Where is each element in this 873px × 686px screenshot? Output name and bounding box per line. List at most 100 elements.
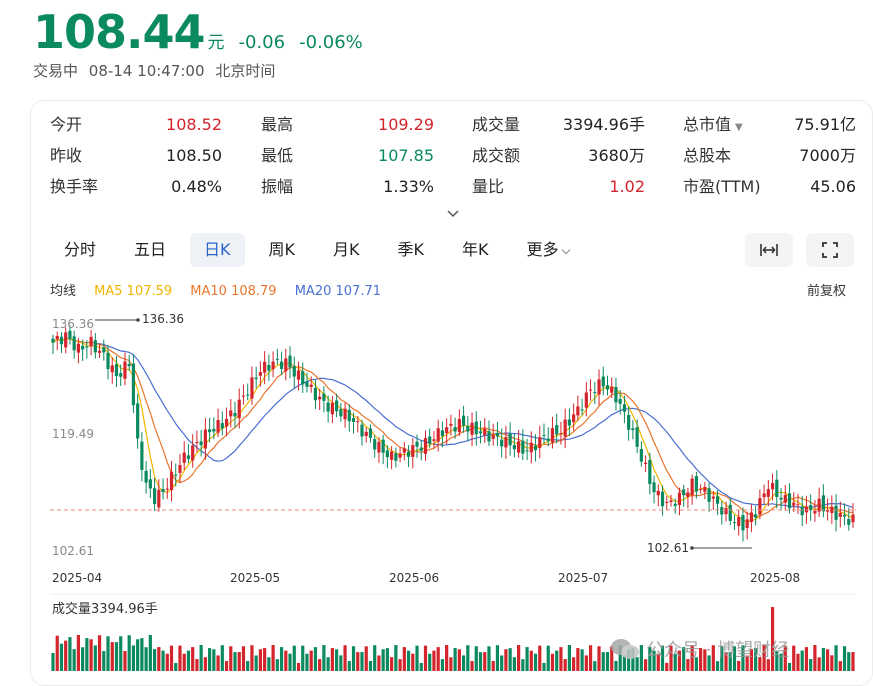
- ma10-label: MA10 108.79: [190, 284, 277, 299]
- volume-bar: [821, 648, 825, 671]
- tab-yearly-k[interactable]: 年K: [462, 240, 489, 259]
- volume-bar: [305, 653, 309, 671]
- stat-market-cap[interactable]: 总市值 ▼ 75.91亿: [683, 115, 856, 134]
- volume-bar: [318, 659, 322, 671]
- volume-bar: [690, 645, 694, 671]
- candle-body: [59, 336, 64, 345]
- candle-body: [483, 428, 487, 436]
- candle-body: [478, 431, 483, 434]
- candle-body: [423, 438, 428, 454]
- candle-body: [343, 408, 347, 420]
- volume-bar: [533, 653, 538, 671]
- volume-bar: [55, 635, 59, 671]
- volume-bar: [796, 653, 800, 671]
- volume-bar: [669, 645, 673, 671]
- candle-body: [838, 512, 842, 517]
- candle-body: [724, 508, 728, 515]
- volume-bar: [711, 645, 715, 671]
- candle-body: [711, 496, 715, 499]
- fit-width-button[interactable]: [745, 233, 793, 267]
- kline-chart[interactable]: 136.36 119.49 102.61 136.36 102.61 2025-…: [0, 300, 873, 686]
- candle-body: [212, 428, 216, 432]
- volume-bar: [127, 635, 131, 671]
- candle-body: [114, 364, 119, 377]
- volume-bar: [813, 645, 817, 671]
- fullscreen-button[interactable]: [806, 233, 854, 267]
- volume-bar: [584, 655, 588, 671]
- caret-down-icon[interactable]: ▼: [735, 122, 743, 133]
- candle-body: [631, 428, 635, 431]
- volume-bar: [597, 646, 601, 671]
- candle-body: [449, 423, 453, 426]
- candle-body: [495, 432, 500, 437]
- volume-bar: [136, 639, 140, 671]
- candle-body: [351, 418, 356, 422]
- volume-bar: [525, 647, 529, 671]
- volume-bar: [652, 650, 656, 671]
- volume-bar: [639, 645, 643, 671]
- volume-bar: [258, 649, 263, 671]
- volume-bar: [59, 643, 64, 671]
- candle-body: [563, 419, 567, 437]
- volume-bar: [762, 645, 766, 671]
- volume-bar: [203, 657, 207, 671]
- ma10-path: [52, 338, 854, 518]
- volume-bar: [775, 650, 779, 671]
- ma20-label: MA20 107.71: [294, 284, 381, 299]
- stat-high: 最高 109.29: [261, 115, 434, 134]
- candle-body: [669, 500, 673, 503]
- volume-bar: [635, 657, 639, 671]
- candle-body: [512, 445, 516, 450]
- volume-bar: [834, 645, 838, 671]
- candle-body: [715, 496, 720, 504]
- tab-intraday[interactable]: 分时: [64, 240, 97, 259]
- candle-body: [165, 488, 169, 490]
- volume-bar: [250, 645, 254, 671]
- tab-more[interactable]: 更多 ⌵: [513, 233, 585, 267]
- candle-body: [186, 455, 191, 459]
- volume-bar: [631, 648, 635, 671]
- candle-body: [576, 406, 580, 416]
- candle-body: [758, 498, 762, 515]
- volume-bar: [174, 662, 178, 671]
- volume-bar: [76, 635, 80, 671]
- x-tick-2025-04: 2025-04: [52, 571, 102, 585]
- candle-body: [440, 430, 445, 436]
- volume-bar: [161, 650, 165, 671]
- expand-chevron-icon[interactable]: [446, 206, 460, 220]
- candle-body: [203, 429, 207, 449]
- volume-bar: [487, 646, 491, 671]
- tab-quarterly-k[interactable]: 季K: [397, 240, 425, 259]
- candle-body: [584, 392, 588, 408]
- tab-five-day[interactable]: 五日: [134, 240, 167, 259]
- volume-bar: [102, 651, 106, 671]
- volume-bar: [838, 661, 842, 671]
- volume-bar: [296, 662, 301, 671]
- trade-datetime: 08-14 10:47:00: [88, 62, 205, 80]
- candle-body: [533, 445, 538, 451]
- chevron-down-icon: ⌵: [561, 243, 571, 257]
- candle-body: [246, 394, 250, 396]
- volume-bar: [694, 657, 698, 671]
- volume-bar: [85, 638, 89, 671]
- stats-grid: 今开 108.52 最高 109.29 成交量 3394.96手 总市值 ▼ 75.91亿…: [50, 112, 860, 208]
- adjust-mode[interactable]: 前复权: [806, 284, 846, 299]
- ma10-line: [52, 338, 854, 518]
- tab-daily-k[interactable]: 日K: [190, 233, 245, 267]
- volume-bar: [140, 638, 144, 671]
- candles-group: [51, 325, 855, 542]
- candle-body: [411, 445, 415, 457]
- volume-bar: [406, 650, 411, 671]
- candle-body: [356, 421, 360, 423]
- candle-body: [288, 355, 292, 368]
- tab-monthly-k[interactable]: 月K: [333, 240, 360, 259]
- min-annotation: 102.61: [647, 541, 689, 555]
- tab-weekly-k[interactable]: 周K: [268, 240, 296, 259]
- volume-bar: [804, 647, 809, 671]
- candle-body: [762, 493, 766, 498]
- volume-bar: [449, 657, 453, 671]
- volume-bar: [572, 657, 576, 671]
- candle-body: [643, 462, 648, 464]
- candle-body: [741, 515, 745, 531]
- volume-bar: [461, 655, 466, 671]
